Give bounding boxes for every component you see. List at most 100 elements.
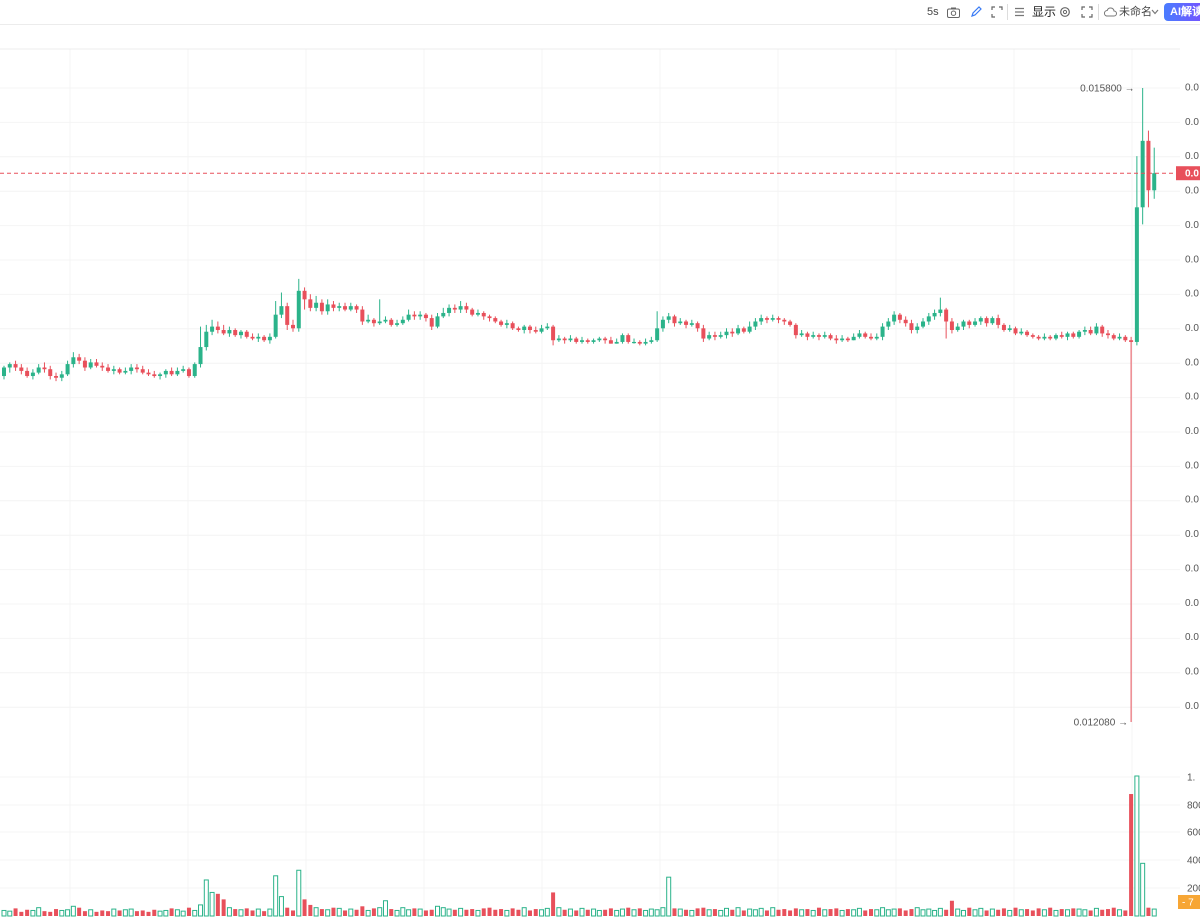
volume-bar (805, 909, 810, 916)
fullscreen-icon[interactable] (1079, 4, 1095, 20)
volume-bar (1111, 907, 1116, 916)
volume-bar (82, 911, 87, 916)
candle-body (840, 338, 845, 341)
volume-bar (747, 908, 753, 917)
volume-bar (677, 908, 683, 917)
volume-bar (365, 909, 371, 917)
volume-tick-label: 200 (1187, 884, 1200, 895)
camera-icon[interactable] (945, 4, 961, 20)
candle-body (163, 370, 168, 375)
candle-body (759, 318, 764, 322)
volume-bar (1088, 910, 1093, 916)
gear-icon[interactable] (1057, 4, 1073, 20)
candle-body (129, 367, 134, 371)
candle-body (637, 341, 642, 344)
volume-bar (654, 909, 660, 917)
chevron-down-icon[interactable] (1147, 4, 1163, 20)
selection-icon[interactable] (989, 4, 1005, 20)
volume-bar (389, 909, 394, 916)
display-button[interactable]: 显示 (1032, 5, 1057, 19)
volume-bar (278, 896, 284, 917)
candle-body (314, 302, 319, 308)
volume-bar (464, 909, 469, 916)
volume-bar (343, 910, 348, 916)
cloud-icon[interactable] (1102, 4, 1118, 20)
volume-bar (1082, 909, 1088, 917)
candle-body (1082, 330, 1087, 332)
volume-bar (758, 907, 764, 917)
volume-bar (128, 908, 134, 917)
volume-bar (440, 907, 446, 917)
volume-bar (666, 876, 672, 917)
volume-bar (799, 909, 805, 917)
volume-bar (834, 908, 839, 916)
volume-bar (255, 908, 261, 917)
candle-body (71, 357, 76, 365)
candle-body (834, 338, 839, 341)
candle-body (1152, 173, 1157, 191)
volume-bar (909, 909, 914, 916)
candle-body (828, 335, 833, 339)
volume-bar (1053, 909, 1059, 917)
candle-body (250, 336, 255, 339)
candle-body (371, 319, 376, 324)
candle-body (233, 330, 238, 336)
volume-bar (828, 909, 833, 916)
candle-body (1007, 328, 1012, 331)
candle-body (1140, 140, 1145, 208)
volume-bar (521, 907, 527, 917)
candle-body (117, 369, 122, 373)
volume-bars (1, 775, 1157, 917)
candle-body (2, 367, 6, 377)
volume-bar (1025, 909, 1030, 916)
volume-bar (262, 911, 267, 916)
candle-body (481, 312, 486, 317)
volume-bar (891, 908, 897, 917)
high-price-label: 0.015800 → (1080, 84, 1135, 95)
candle-body (527, 326, 532, 331)
interval-selector[interactable]: 5s (927, 6, 939, 18)
volume-bar (770, 907, 776, 917)
candle-body (383, 319, 388, 322)
candle-body (949, 321, 954, 331)
volume-bar (475, 909, 481, 917)
volume-bar (1146, 907, 1151, 916)
volume-bar (730, 909, 735, 916)
pencil-icon[interactable] (968, 4, 984, 20)
candle-body (1146, 140, 1151, 191)
volume-bar (122, 909, 128, 917)
candle-body (938, 309, 943, 313)
volume-bar (856, 907, 862, 917)
volume-bar (880, 907, 886, 917)
candle-body (42, 367, 47, 370)
price-tick-label: 0.0 (1185, 632, 1199, 643)
volume-bar (1093, 907, 1099, 917)
candlestick-chart[interactable]: 0.015800 →0.012080 → 0.00.00.00.00.00.00… (0, 25, 1200, 917)
volume-bar (967, 907, 972, 916)
candle-body (603, 338, 608, 341)
volume-bar (169, 908, 174, 916)
candle-body (753, 321, 758, 327)
layout-name[interactable]: 未命名 (1119, 6, 1152, 18)
volume-bar (689, 909, 695, 917)
volume-bar (400, 907, 406, 917)
candle-body (585, 340, 590, 342)
candle-body (458, 306, 463, 310)
volume-bar (198, 904, 204, 917)
volume-bar (567, 908, 573, 917)
volume-bar (603, 909, 608, 916)
candle-body (123, 370, 128, 373)
volume-bar (1117, 909, 1123, 917)
ai-analysis-button[interactable]: AI解读 (1164, 3, 1200, 21)
candle-body (406, 314, 411, 320)
candle-body (1094, 326, 1099, 334)
volume-bar (1036, 908, 1041, 916)
volume-bar (157, 910, 163, 917)
candle-body (684, 321, 689, 325)
list-icon[interactable] (1011, 4, 1027, 20)
candle-body (65, 364, 70, 375)
volume-bar (648, 908, 654, 917)
price-tick-label: 0.0 (1185, 666, 1199, 677)
toolbar-divider (1098, 4, 1099, 20)
candle-body (1053, 335, 1058, 339)
